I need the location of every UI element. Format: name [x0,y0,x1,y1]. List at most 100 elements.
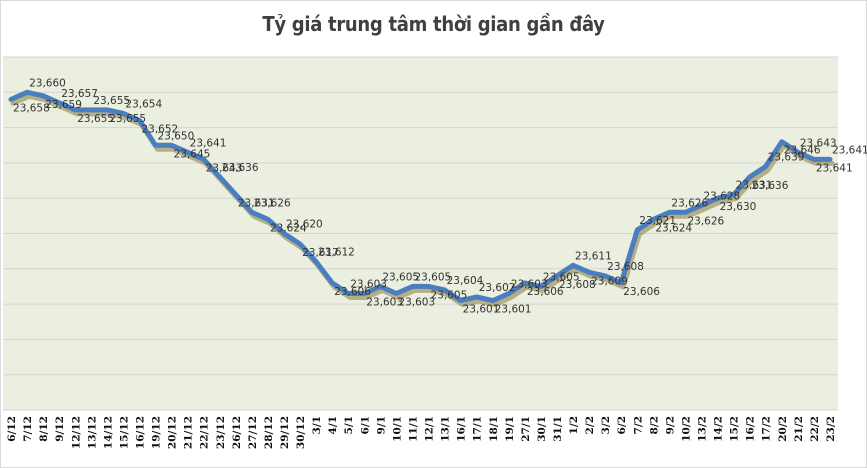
x-axis-label: 8/2 [648,416,660,434]
gridlines [3,56,838,411]
data-label: 23,655 [109,113,146,125]
x-axis-label: 3/2 [600,416,612,434]
x-axis-label: 9/12 [54,416,66,442]
data-label: 23,602 [479,282,516,294]
x-axis-label: 15/12 [118,416,130,449]
data-label: 23,608 [559,279,596,291]
x-axis-label: 12/12 [70,416,82,449]
data-label: 23,624 [270,222,307,234]
data-label: 23,624 [655,222,692,234]
data-label: 23,643 [206,162,243,174]
data-label: 23,654 [125,98,162,110]
data-label: 23,611 [575,250,612,262]
x-axis-label: 12/1 [424,416,436,442]
x-axis-label: 21/12 [183,416,195,449]
x-axis-label: 27/12 [247,416,259,449]
data-label: 23,601 [495,304,532,316]
x-axis-label: 26/12 [231,416,243,449]
data-label: 23,655 [93,95,130,107]
x-axis-label: 23/2 [825,416,837,442]
x-axis-label: 4/1 [327,416,339,434]
data-label: 23,652 [141,124,178,136]
data-label: 23,601 [463,304,500,316]
x-axis-label: 3/1 [311,416,323,434]
data-label: 23,604 [447,275,484,287]
x-axis-label: 19/1 [504,416,516,442]
data-label: 23,605 [382,271,419,283]
x-axis-label: 22/2 [809,416,821,442]
x-axis-label: 13/1 [440,416,452,442]
x-axis-labels: 6/1 2 7/1 2 8/12 9/12 12/12 13/12 14/12 15/12 16/1… [6,416,837,449]
x-axis-label: 10/2 [680,416,692,442]
x-axis-label: 16/12 [134,416,146,449]
x-axis-label: 30/12 [295,416,307,449]
x-axis-label: 6/1 [359,416,371,434]
x-axis-label: 9/2 [664,416,676,434]
data-label: 23,605 [414,271,451,283]
x-axis-label: 21/2 [793,416,805,442]
data-label: 23,639 [768,151,805,163]
data-label: 23,620 [286,219,323,231]
x-axis-label: 17/2 [761,416,773,442]
x-axis-label: 19/12 [151,416,163,449]
x-axis-label: 6/2 [616,416,628,434]
x-axis-label: 17/1 [472,416,484,442]
data-label: 23,643 [800,137,837,149]
x-axis-label: 14/2 [713,416,725,442]
x-axis-label: 22/12 [199,416,211,449]
x-axis-label: 11/1 [407,416,419,442]
data-label: 23,606 [334,286,371,298]
data-label: 23,636 [222,162,259,174]
x-axis-label: 16/2 [745,416,757,442]
data-label: 23,626 [687,215,724,227]
data-label: 23,628 [704,190,741,202]
data-label: 23,609 [591,275,628,287]
data-label: 23,659 [45,99,82,111]
x-axis-label: 6/12 [6,416,18,442]
data-label: 23,603 [350,279,387,291]
x-axis-label: 20/2 [777,416,789,442]
data-label: 23,657 [61,88,98,100]
data-label: 23,636 [752,180,789,192]
x-axis-label: 23/12 [215,416,227,449]
x-axis-label: 7/2 [632,416,644,434]
x-axis-label: 20/12 [167,416,179,449]
x-axis-label: 31/1 [552,416,564,442]
data-label: 23,626 [671,197,708,209]
data-label: 23,630 [720,201,757,213]
x-axis-label: 13/12 [86,416,98,449]
data-label: 23,650 [158,130,195,142]
data-label: 23,645 [174,148,211,160]
x-axis-label: 10/1 [391,416,403,442]
chart-title: Tỷ giá trung tâm thời gian gần đây [262,12,605,36]
data-label: 23,603 [511,279,548,291]
x-axis-label: 13/2 [697,416,709,442]
data-label: 23,608 [607,261,644,273]
data-label: 23,658 [13,102,50,114]
data-label: 23,626 [254,197,291,209]
x-axis-label: 18/1 [488,416,500,442]
data-label: 23,605 [431,289,468,301]
data-label: 23,603 [366,297,403,309]
data-label: 23,660 [29,77,66,89]
x-axis-label: 2/2 [584,416,596,434]
data-label: 23,631 [736,180,773,192]
x-axis-label: 27/1 [520,416,532,442]
data-label: 23,606 [527,286,564,298]
data-label: 23,646 [784,145,821,157]
data-label: 23,621 [639,215,676,227]
data-label: 23,641 [816,162,853,174]
x-axis-label: 1/2 [568,416,580,434]
x-axis-label: 5/1 [343,416,355,434]
x-axis-label: 15/2 [729,416,741,442]
data-label: 23,631 [238,198,275,210]
data-label: 23,641 [832,144,867,156]
data-label: 23,612 [318,247,355,259]
x-axis-label: 7/12 [22,416,34,442]
x-axis-label: 14/12 [102,416,114,449]
x-axis-label: 29/12 [279,416,291,449]
x-axis-label: 28/12 [263,416,275,449]
data-labels: 23,65823,66023,65923,65723,65523,65523,6… [13,77,867,315]
data-label: 23,617 [302,247,339,259]
data-label: 23,605 [543,271,580,283]
